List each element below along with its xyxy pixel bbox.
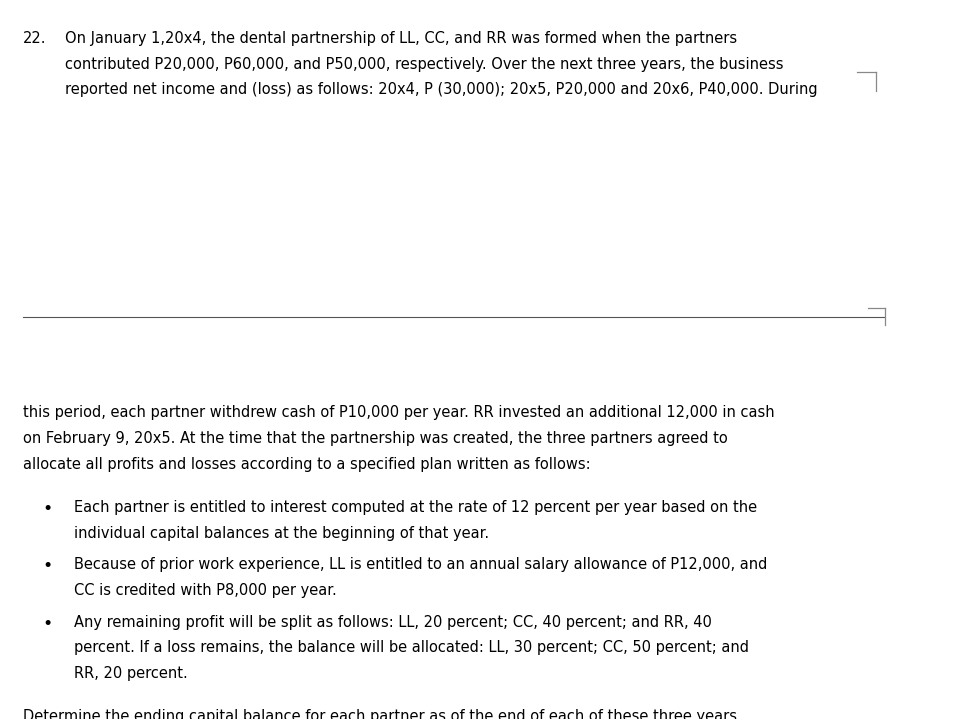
Text: •: • xyxy=(42,557,52,575)
Text: percent. If a loss remains, the balance will be allocated: LL, 30 percent; CC, 5: percent. If a loss remains, the balance … xyxy=(74,641,750,656)
Text: contributed P20,000, P60,000, and P50,000, respectively. Over the next three yea: contributed P20,000, P60,000, and P50,00… xyxy=(66,57,784,72)
Text: Any remaining profit will be split as follows: LL, 20 percent; CC, 40 percent; a: Any remaining profit will be split as fo… xyxy=(74,615,712,630)
Text: allocate all profits and losses according to a specified plan written as follows: allocate all profits and losses accordin… xyxy=(22,457,591,472)
Text: 22.: 22. xyxy=(22,31,46,46)
Text: CC is credited with P8,000 per year.: CC is credited with P8,000 per year. xyxy=(74,583,337,598)
Text: reported net income and (loss) as follows: 20x4, P (30,000); 20x5, P20,000 and 2: reported net income and (loss) as follow… xyxy=(66,83,818,98)
Text: on February 9, 20x5. At the time that the partnership was created, the three par: on February 9, 20x5. At the time that th… xyxy=(22,431,728,446)
Text: Each partner is entitled to interest computed at the rate of 12 percent per year: Each partner is entitled to interest com… xyxy=(74,500,758,515)
Text: this period, each partner withdrew cash of P10,000 per year. RR invested an addi: this period, each partner withdrew cash … xyxy=(22,406,774,421)
Text: On January 1,20x4, the dental partnership of LL, CC, and RR was formed when the : On January 1,20x4, the dental partnershi… xyxy=(66,31,737,46)
Text: Because of prior work experience, LL is entitled to an annual salary allowance o: Because of prior work experience, LL is … xyxy=(74,557,768,572)
Text: RR, 20 percent.: RR, 20 percent. xyxy=(74,667,188,682)
Text: Determine the ending capital balance for each partner as of the end of each of t: Determine the ending capital balance for… xyxy=(22,709,741,719)
Text: individual capital balances at the beginning of that year.: individual capital balances at the begin… xyxy=(74,526,489,541)
Text: •: • xyxy=(42,615,52,633)
Text: •: • xyxy=(42,500,52,518)
